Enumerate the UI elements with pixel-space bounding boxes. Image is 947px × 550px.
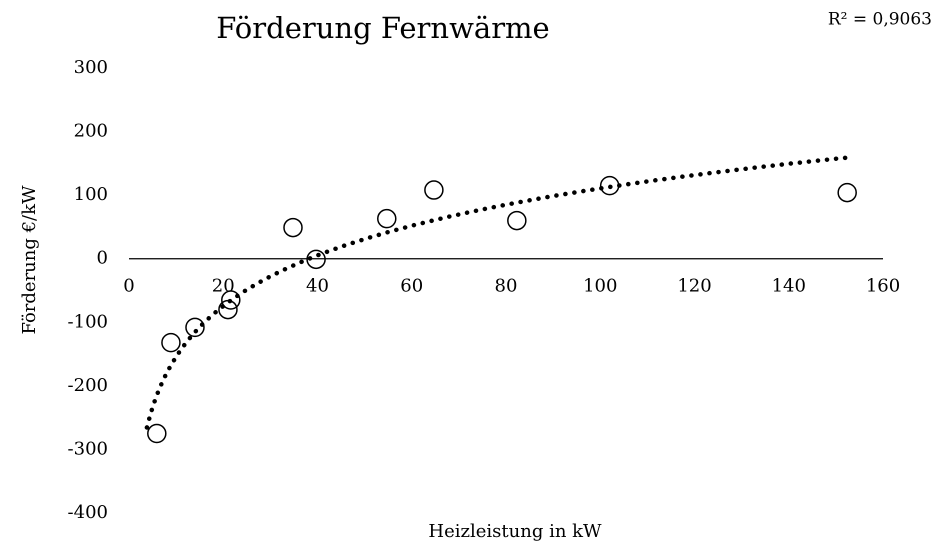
x-tick-label: 120 (677, 276, 711, 297)
y-tick-label: -400 (68, 502, 108, 523)
point (283, 217, 303, 238)
point (306, 249, 326, 270)
x-tick-label: 160 (866, 276, 900, 297)
y-tick-label: -100 (68, 311, 108, 332)
point (161, 332, 181, 353)
x-tick-label: 80 (495, 276, 518, 297)
point (147, 423, 167, 444)
x-tick-label: 0 (123, 276, 134, 297)
r-squared: R² = 0,9063 (828, 10, 932, 30)
point (424, 180, 444, 200)
y-tick-label: 300 (74, 57, 108, 78)
x-tick-label: 140 (772, 276, 806, 297)
y-tick-label: 200 (74, 121, 108, 142)
x-tick-label: 100 (583, 276, 617, 297)
chart-title: Förderung Fernwärme (216, 11, 549, 45)
y-tick-label: 0 (97, 248, 108, 269)
y-tick-label: -200 (68, 375, 108, 396)
y-tick-label: 100 (74, 184, 108, 205)
x-axis-label: Heizleistung in kW (428, 521, 602, 542)
point (507, 210, 527, 231)
x-tick-label: 40 (306, 276, 329, 297)
y-tick-label: -300 (68, 438, 108, 459)
point (221, 290, 241, 310)
point (837, 182, 857, 203)
point (599, 175, 620, 196)
x-tick-label: 20 (212, 276, 235, 297)
x-tick-label: 60 (400, 276, 423, 297)
point (377, 208, 397, 229)
point (218, 299, 238, 320)
point (185, 317, 205, 338)
y-axis-label: Förderung €/kW (19, 185, 40, 335)
